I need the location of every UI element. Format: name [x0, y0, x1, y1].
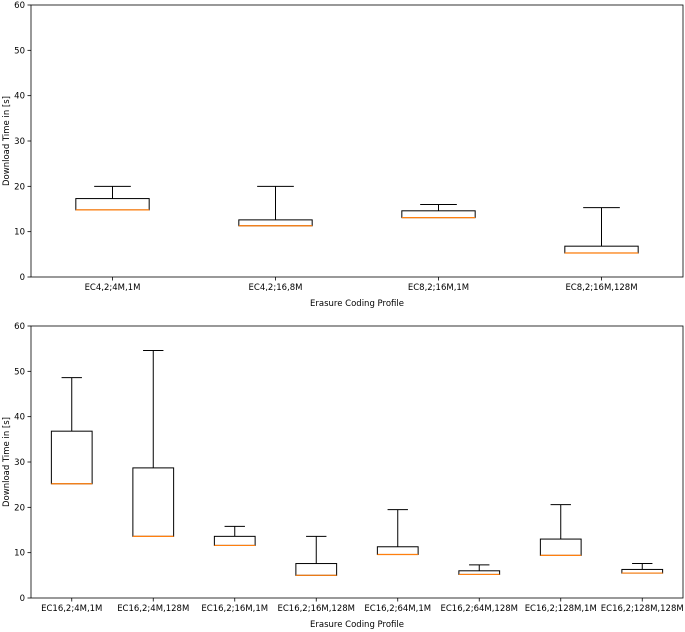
box-4	[564, 207, 639, 254]
x-axis-label: Erasure Coding Profile	[310, 620, 404, 630]
y-tick-label: 0	[20, 273, 25, 283]
chart-2: 0 10 20 30 40 50 60 Download Time in [s] EC16,2;…	[2, 322, 684, 630]
x-tick-label: EC8,2;16M,128M	[565, 283, 637, 293]
plot-area-frame	[30, 325, 684, 599]
box-body	[50, 430, 93, 485]
box-1	[50, 377, 93, 485]
x-tick-label: EC16,2;16M,128M	[277, 604, 355, 614]
box-body	[401, 210, 476, 219]
y-tick-label: 10	[14, 228, 25, 238]
x-tick-label: EC16,2;64M,1M	[364, 604, 431, 614]
x-tick-label: EC16,2;128M,1M	[525, 604, 597, 614]
y-axis-label: Download Time in [s]	[2, 96, 12, 186]
y-tick-label: 60	[14, 1, 25, 11]
box-body	[295, 563, 338, 576]
x-tick-label: EC8,2;16M,1M	[408, 283, 469, 293]
plot-area-frame	[30, 4, 684, 278]
chart-1: 0 10 20 30 40 50 60 Download Time in [s] EC4,2;4…	[2, 1, 684, 309]
y-tick-label: 20	[14, 182, 25, 192]
box-5	[376, 509, 419, 556]
x-tick-label: EC4,2;4M,1M	[85, 283, 141, 293]
x-tick-label: EC16,2;4M,128M	[117, 604, 189, 614]
y-tick-label: 40	[14, 413, 25, 423]
y-tick-label: 10	[14, 549, 25, 559]
box-body	[564, 245, 639, 254]
box-body	[539, 538, 582, 556]
x-tick-label: EC4,2;16,8M	[249, 283, 303, 293]
box-body	[75, 198, 150, 211]
box-8	[621, 563, 664, 574]
y-tick-label: 50	[14, 46, 25, 56]
box-1	[75, 185, 150, 211]
box-body	[132, 467, 175, 537]
y-tick-label: 50	[14, 367, 25, 377]
box-body	[213, 535, 256, 546]
y-tick-label: 0	[20, 594, 25, 604]
x-tick-label: EC16,2;4M,1M	[41, 604, 102, 614]
x-tick-label: EC16,2;16M,1M	[201, 604, 268, 614]
x-tick-label: EC16,2;64M,128M	[440, 604, 518, 614]
box-4	[295, 535, 338, 576]
box-2	[132, 349, 175, 537]
box-body	[376, 546, 419, 555]
y-tick-label: 30	[14, 458, 25, 468]
x-axis-label: Erasure Coding Profile	[310, 299, 404, 309]
y-tick-label: 20	[14, 503, 25, 513]
box-2	[238, 185, 313, 227]
box-7	[539, 504, 582, 556]
x-tick-label: EC16,2;128M,128M	[601, 604, 684, 614]
y-tick-label: 40	[14, 92, 25, 102]
box-6	[458, 564, 501, 576]
y-tick-label: 60	[14, 322, 25, 332]
y-tick-label: 30	[14, 137, 25, 147]
box-3	[213, 525, 256, 547]
box-3	[401, 203, 476, 219]
box-body	[238, 219, 313, 227]
y-axis-label: Download Time in [s]	[2, 417, 12, 507]
